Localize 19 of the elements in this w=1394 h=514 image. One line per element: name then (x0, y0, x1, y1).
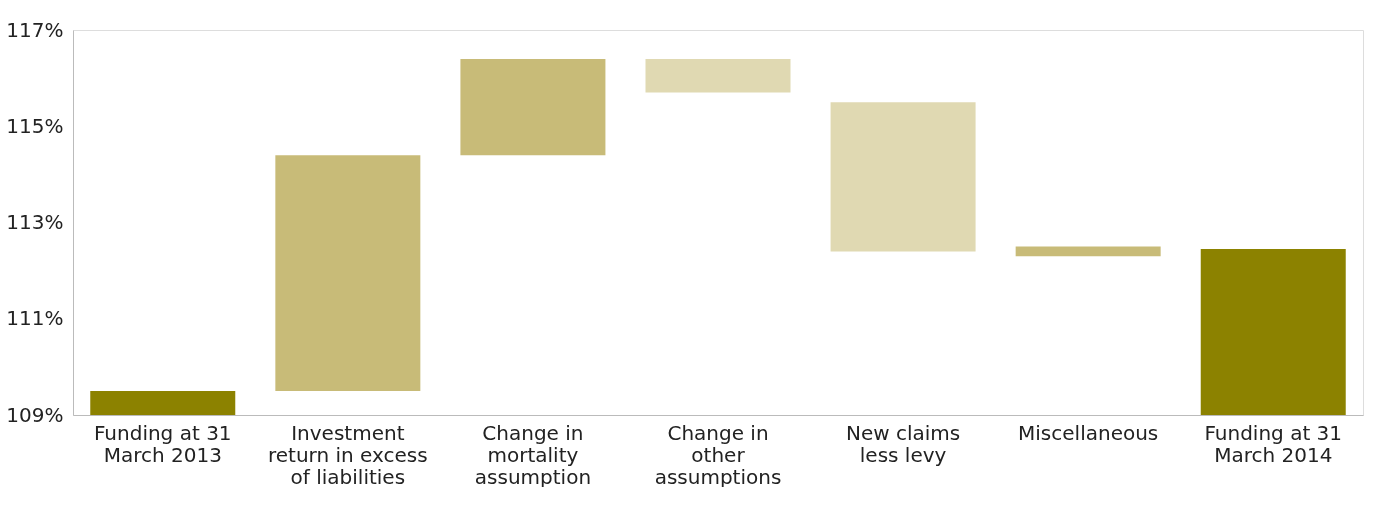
y-tick-label: 113% (6, 210, 64, 234)
y-tick-label: 117% (6, 17, 64, 42)
bar (645, 58, 791, 93)
bar (830, 102, 976, 252)
bar (1200, 248, 1346, 415)
x-tick-label: Funding at 31 March 2013 (93, 420, 232, 467)
x-tick-label: Change in other assumptions (654, 420, 782, 489)
x-tick-label: Change in mortality assumption (474, 420, 592, 489)
bar (460, 58, 606, 156)
x-tick-label: New claims less levy (845, 420, 961, 467)
x-tick-label: Funding at 31 March 2014 (1204, 420, 1343, 467)
x-tick-label: Investment return in excess of liabilities (268, 420, 428, 489)
y-tick-label: 109% (6, 402, 64, 427)
bar (1015, 246, 1161, 257)
y-tick-label: 115% (6, 113, 64, 138)
bar (90, 390, 236, 415)
x-tick-label: Miscellaneous (1018, 420, 1159, 445)
bar (275, 155, 421, 391)
y-tick-label: 111% (6, 306, 64, 331)
